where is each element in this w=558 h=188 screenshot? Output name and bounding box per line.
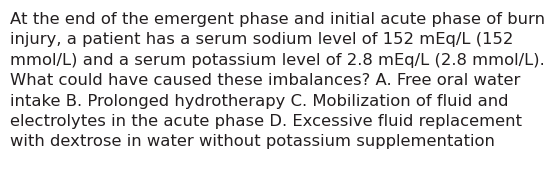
Text: At the end of the emergent phase and initial acute phase of burn
injury, a patie: At the end of the emergent phase and ini… [10, 12, 545, 149]
